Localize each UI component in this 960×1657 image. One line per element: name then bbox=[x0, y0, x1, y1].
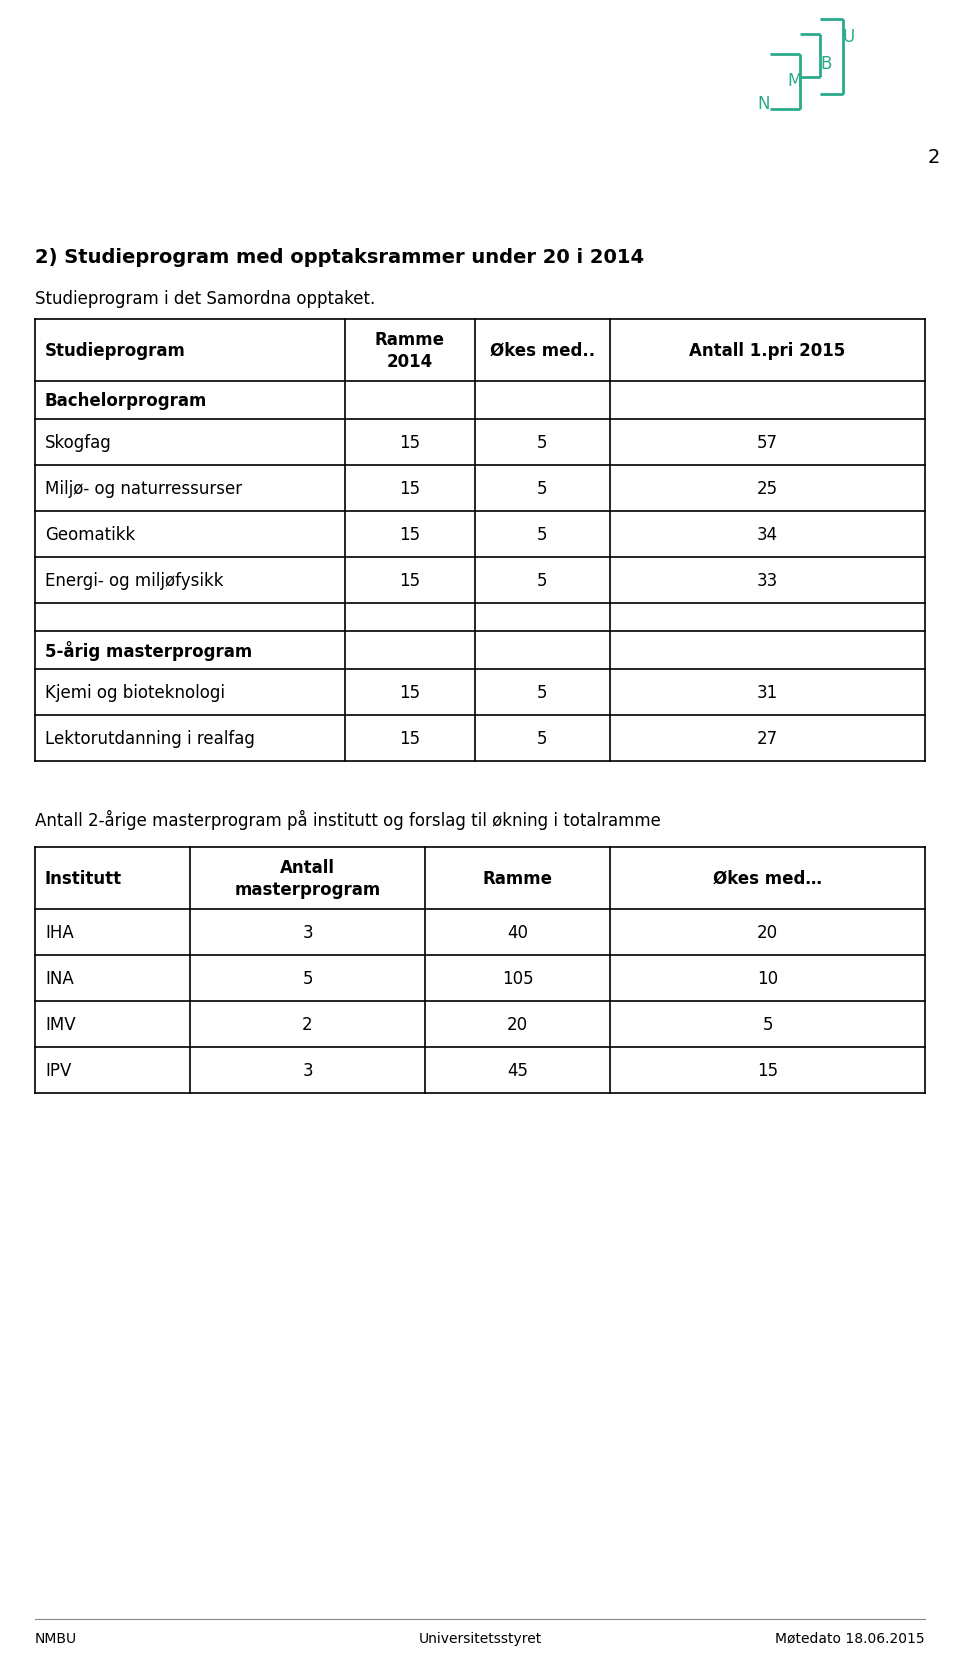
Text: Økes med..: Økes med.. bbox=[490, 341, 595, 360]
Text: 5: 5 bbox=[538, 434, 548, 452]
Text: IMV: IMV bbox=[45, 1016, 76, 1034]
Text: Miljø- og naturressurser: Miljø- og naturressurser bbox=[45, 481, 242, 497]
Text: 3: 3 bbox=[302, 923, 313, 941]
Text: 5: 5 bbox=[302, 969, 313, 988]
Text: IHA: IHA bbox=[45, 923, 74, 941]
Text: Ramme
2014: Ramme 2014 bbox=[375, 331, 445, 371]
Text: B: B bbox=[820, 55, 831, 73]
Text: 20: 20 bbox=[756, 923, 778, 941]
Text: M: M bbox=[787, 71, 802, 89]
Text: 5: 5 bbox=[538, 525, 548, 543]
Text: 40: 40 bbox=[507, 923, 528, 941]
Text: 15: 15 bbox=[399, 729, 420, 747]
Text: 2: 2 bbox=[927, 147, 940, 167]
Text: 2) Studieprogram med opptaksrammer under 20 i 2014: 2) Studieprogram med opptaksrammer under… bbox=[35, 249, 644, 267]
Text: 5: 5 bbox=[538, 572, 548, 590]
Text: 15: 15 bbox=[399, 481, 420, 497]
Text: Ramme: Ramme bbox=[483, 870, 553, 888]
Text: 25: 25 bbox=[756, 481, 778, 497]
Text: 27: 27 bbox=[756, 729, 778, 747]
Text: 105: 105 bbox=[502, 969, 534, 988]
Text: 31: 31 bbox=[756, 684, 779, 701]
Text: Lektorutdanning i realfag: Lektorutdanning i realfag bbox=[45, 729, 254, 747]
Text: Studieprogram i det Samordna opptaket.: Studieprogram i det Samordna opptaket. bbox=[35, 290, 375, 308]
Text: 10: 10 bbox=[756, 969, 778, 988]
Text: 15: 15 bbox=[399, 434, 420, 452]
Text: Kjemi og bioteknologi: Kjemi og bioteknologi bbox=[45, 684, 225, 701]
Text: 33: 33 bbox=[756, 572, 779, 590]
Text: Institutt: Institutt bbox=[45, 870, 122, 888]
Text: Energi- og miljøfysikk: Energi- og miljøfysikk bbox=[45, 572, 224, 590]
Text: Studieprogram: Studieprogram bbox=[45, 341, 186, 360]
Text: 15: 15 bbox=[756, 1062, 778, 1079]
Text: 15: 15 bbox=[399, 572, 420, 590]
Text: 5: 5 bbox=[762, 1016, 773, 1034]
Text: Skogfag: Skogfag bbox=[45, 434, 111, 452]
Text: Økes med…: Økes med… bbox=[713, 870, 822, 888]
Text: 34: 34 bbox=[756, 525, 778, 543]
Text: Antall 2-årige masterprogram på institutt og forslag til økning i totalramme: Antall 2-årige masterprogram på institut… bbox=[35, 810, 660, 830]
Text: IPV: IPV bbox=[45, 1062, 71, 1079]
Text: 15: 15 bbox=[399, 684, 420, 701]
Text: 3: 3 bbox=[302, 1062, 313, 1079]
Text: U: U bbox=[843, 28, 855, 46]
Text: Møtedato 18.06.2015: Møtedato 18.06.2015 bbox=[776, 1630, 925, 1645]
Text: 5: 5 bbox=[538, 481, 548, 497]
Text: Antall 1.pri 2015: Antall 1.pri 2015 bbox=[689, 341, 846, 360]
Text: Antall
masterprogram: Antall masterprogram bbox=[234, 858, 380, 898]
Text: 5: 5 bbox=[538, 684, 548, 701]
Text: 57: 57 bbox=[757, 434, 778, 452]
Text: 15: 15 bbox=[399, 525, 420, 543]
Text: 20: 20 bbox=[507, 1016, 528, 1034]
Text: Universitetsstyret: Universitetsstyret bbox=[419, 1630, 541, 1645]
Text: NMBU: NMBU bbox=[35, 1630, 77, 1645]
Text: INA: INA bbox=[45, 969, 74, 988]
Text: Geomatikk: Geomatikk bbox=[45, 525, 135, 543]
Text: 5-årig masterprogram: 5-årig masterprogram bbox=[45, 641, 252, 661]
Text: 2: 2 bbox=[302, 1016, 313, 1034]
Text: 45: 45 bbox=[507, 1062, 528, 1079]
Text: Bachelorprogram: Bachelorprogram bbox=[45, 391, 207, 409]
Text: N: N bbox=[757, 94, 770, 113]
Text: 5: 5 bbox=[538, 729, 548, 747]
